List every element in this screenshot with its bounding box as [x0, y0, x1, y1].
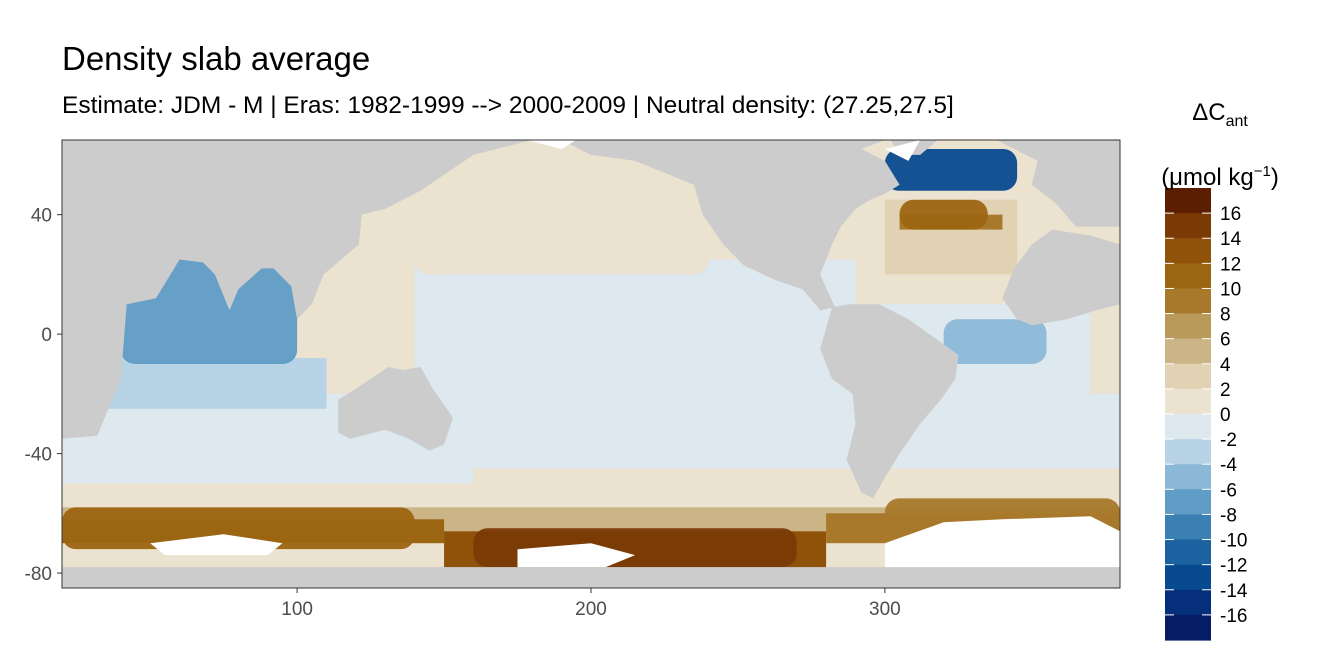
legend-label: 16: [1220, 204, 1241, 225]
region-southern-ocean-indian: [62, 507, 415, 550]
legend-swatch: [1165, 313, 1211, 340]
y-tick-label: 40: [31, 206, 52, 227]
y-tick-label: 0: [41, 325, 52, 346]
land-south-america: [820, 304, 959, 499]
legend-label: 6: [1220, 330, 1231, 351]
no-data-layer: [150, 140, 1120, 568]
land-layer: [62, 140, 1120, 588]
chart-title: Density slab average: [62, 40, 371, 77]
legend-swatch: [1165, 363, 1211, 390]
legend-swatch: [1165, 439, 1211, 465]
legend-swatch: [1165, 514, 1211, 541]
legend-label: 10: [1220, 279, 1241, 300]
legend-swatch: [1165, 288, 1211, 315]
region-arabian-sea-bay-of-bengal: [120, 259, 298, 364]
legend-title-unit: (μmol kg−1): [1161, 162, 1279, 191]
legend-swatch: [1165, 589, 1211, 616]
legend-label: 0: [1220, 405, 1231, 426]
legend-swatch: [1165, 614, 1211, 641]
legend-title: ΔCant (μmol kg−1): [1160, 88, 1280, 203]
land-australia: [338, 367, 453, 451]
no-data-indian-shelf: [150, 534, 283, 556]
no-data-arctic-pacific: [526, 140, 577, 149]
legend-label: -4: [1220, 455, 1237, 476]
legend-swatch: [1165, 464, 1211, 490]
legend-label: 14: [1220, 229, 1242, 250]
legend-swatch: [1165, 263, 1211, 290]
y-tick-label: -40: [25, 445, 52, 466]
land-europe: [996, 140, 1120, 227]
legend-swatch: [1165, 213, 1211, 239]
legend-label: 4: [1220, 355, 1231, 376]
x-tick-label: 200: [575, 599, 607, 620]
legend-label: -8: [1220, 505, 1237, 526]
region-equatorial-pacific: [444, 274, 827, 394]
legend-label: -14: [1220, 581, 1248, 602]
legend-label: -2: [1220, 430, 1237, 451]
x-tick-label: 300: [869, 599, 901, 620]
legend-swatch: [1165, 414, 1211, 440]
region-north-pacific-subtropical: [414, 169, 709, 275]
land-africa-eurasia: [62, 140, 533, 439]
legend-swatch: [1165, 539, 1211, 566]
legend-label: -6: [1220, 480, 1237, 501]
y-tick-label: -80: [25, 564, 52, 585]
legend-swatch: [1165, 489, 1211, 516]
legend-label: 12: [1220, 254, 1241, 275]
legend-swatch: [1165, 188, 1211, 214]
legend-title-quantity: ΔCant: [1192, 99, 1248, 130]
region-eastern-tropical-atlantic: [943, 319, 1047, 364]
region-north-atlantic-subpolar-front: [899, 199, 988, 230]
region-north-atlantic-deep-negative: [884, 148, 1018, 191]
ocean-band: [62, 483, 1120, 508]
legend-swatch: [1165, 388, 1211, 415]
land-antarctica: [62, 567, 1120, 588]
x-tick-label: 100: [281, 599, 313, 620]
legend: 16 14 12 10 8 6 4 2 0 -2 -4 -6 -8 -10 -12 -14 -16: [1165, 188, 1248, 641]
legend-swatch: [1165, 338, 1211, 365]
chart-subtitle: Estimate: JDM - M | Eras: 1982-1999 --> …: [62, 92, 954, 119]
legend-swatch: [1165, 238, 1211, 264]
legend-label: 2: [1220, 380, 1231, 401]
legend-label: -10: [1220, 531, 1247, 552]
legend-label: -12: [1220, 556, 1247, 577]
legend-label: -16: [1220, 606, 1247, 627]
no-data-weddell: [884, 516, 1120, 568]
no-data-labrador: [884, 140, 921, 161]
legend-label: 8: [1220, 305, 1231, 326]
land-africa-east-wrap: [1002, 229, 1120, 326]
legend-swatch: [1165, 564, 1211, 591]
ocean-band: [91, 358, 327, 409]
land-north-america: [561, 140, 900, 311]
no-data-ross: [517, 543, 636, 568]
